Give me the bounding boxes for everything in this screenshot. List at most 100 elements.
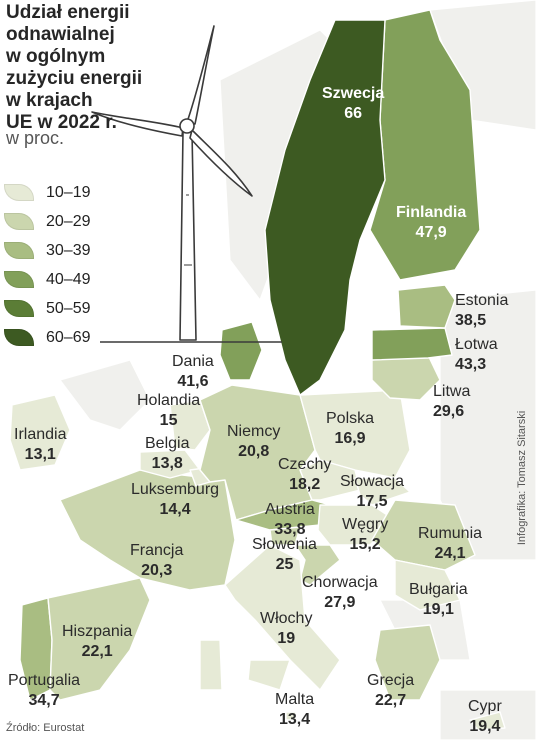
label-holandia: Holandia 15 [137,391,200,431]
country-value: 38,5 [455,312,487,329]
country-grecja [374,624,441,701]
country-value: 13,1 [24,446,56,463]
legend-swatch [4,329,34,346]
country-value: 41,6 [177,373,209,390]
legend-label: 10–19 [46,183,91,201]
label-austria: Austria 33,8 [265,500,315,540]
legend-item: 20–29 [4,207,91,236]
label-litwa: Litwa 29,6 [433,382,470,422]
country-value: 34,7 [28,692,60,709]
label-polska: Polska 16,9 [326,409,374,449]
country-value: 14,4 [159,501,191,518]
legend-swatch [4,300,34,317]
label-niemcy: Niemcy 20,8 [227,422,280,462]
legend: 10–19 20–29 30–39 40–49 50–59 60–69 [4,178,91,352]
legend-swatch [4,213,34,230]
country-value: 19 [277,630,296,647]
legend-item: 60–69 [4,323,91,352]
legend-swatch [4,184,34,201]
country-name: Litwa [433,383,471,400]
country-value: 27,9 [324,594,356,611]
unit-label: w proc. [6,128,65,148]
country-value: 18,2 [289,476,321,493]
legend-swatch [4,271,34,288]
label-malta: Malta 13,4 [275,690,314,730]
legend-label: 30–39 [46,241,91,259]
country-lotwa [371,327,453,361]
wind-turbine-icon [91,25,282,343]
country-name: Austria [265,501,315,518]
legend-label: 40–49 [46,270,91,288]
country-bulgaria [394,559,461,611]
label-grecja: Grecja 22,7 [367,671,414,711]
country-name: Holandia [137,392,201,409]
country-name: Estonia [455,292,509,309]
chart-title: Udział energii odnawialnej w ogólnym zuż… [6,2,143,133]
country-value: 16,9 [334,430,366,447]
country-name: Bułgaria [409,581,468,598]
label-wlochy: Włochy 19 [260,609,312,649]
country-value: 47,9 [415,224,447,241]
country-name: Włochy [260,610,313,627]
source-line: Źródło: Eurostat [6,722,85,734]
credit-line: Infografika: Tomasz Sitarski [516,410,528,546]
country-name: Czechy [278,456,332,473]
legend-item: 50–59 [4,294,91,323]
country-value: 66 [344,105,363,122]
country-name: Węgry [342,516,389,533]
label-irlandia: Irlandia 13,1 [14,425,66,465]
label-slowenia: Słowenia 25 [252,535,317,575]
country-value: 15,2 [349,536,381,553]
country-name: Finlandia [396,204,467,221]
country-name: Luksemburg [131,481,220,498]
country-name: Portugalia [8,672,81,689]
country-value: 43,3 [455,356,487,373]
label-portugalia: Portugalia 34,7 [8,671,80,711]
great-britain [58,359,151,431]
east-neighbours [439,289,536,561]
label-czechy: Czechy 18,2 [278,455,331,495]
country-value: 20,3 [141,562,173,579]
legend-item: 30–39 [4,236,91,265]
country-name: Słowenia [252,536,317,553]
country-name: Łotwa [455,336,498,353]
label-szwecja: Szwecja 66 [322,84,384,124]
country-belgia [139,449,201,479]
legend-label: 60–69 [46,328,91,346]
country-name: Chorwacja [302,574,378,591]
country-value: 33,8 [274,521,306,538]
country-value: 22,1 [81,643,113,660]
country-name: Polska [326,410,375,427]
label-rumunia: Rumunia 24,1 [418,524,482,564]
country-value: 19,4 [469,718,501,735]
country-estonia [397,284,456,329]
country-polska [299,389,411,479]
country-name: Grecja [367,672,415,689]
legend-item: 10–19 [4,178,91,207]
country-value: 13,4 [278,711,311,728]
country-name: Rumunia [418,525,483,542]
country-value: 15 [159,412,178,429]
country-wlochy [199,544,341,691]
label-bulgaria: Bułgaria 19,1 [409,580,468,620]
country-value: 25 [275,556,294,573]
label-finlandia: Finlandia 47,9 [396,203,466,243]
label-lotwa: Łotwa 43,3 [455,335,498,375]
country-name: Niemcy [227,423,281,440]
label-dania: Dania 41,6 [172,352,214,392]
label-estonia: Estonia 38,5 [455,291,508,331]
legend-label: 50–59 [46,299,91,317]
country-value: 19,1 [422,601,454,618]
country-szwecja [264,19,386,396]
legend-item: 40–49 [4,265,91,294]
country-name: Belgia [145,435,190,452]
country-name: Malta [275,691,315,708]
label-cypr: Cypr 19,4 [468,697,502,737]
label-chorwacja: Chorwacja 27,9 [302,573,378,613]
country-name: Cypr [468,698,502,715]
label-belgia: Belgia 13,8 [145,434,189,474]
legend-label: 20–29 [46,212,91,230]
country-name: Szwecja [322,85,385,102]
legend-swatch [4,242,34,259]
